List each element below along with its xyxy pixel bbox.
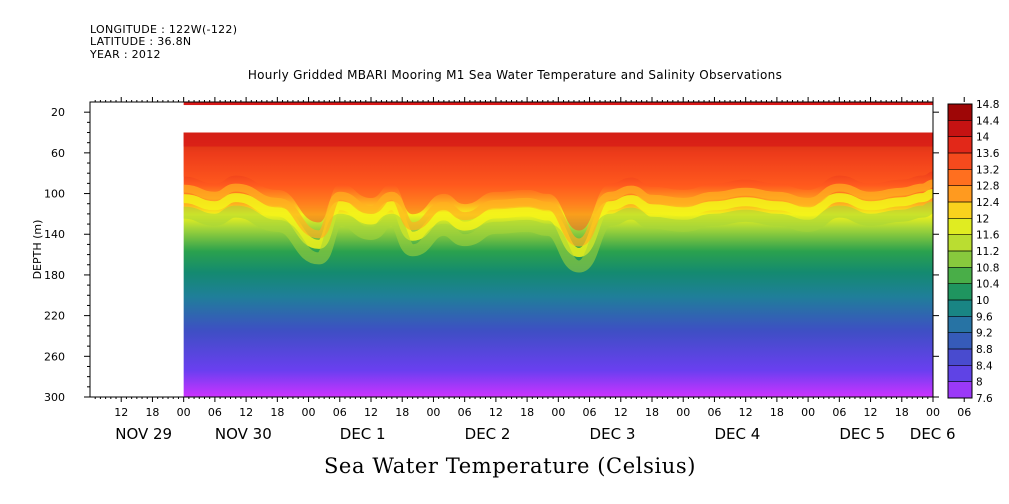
colorbar-swatch <box>948 332 972 349</box>
warm-core <box>183 132 933 147</box>
x-tick-label: 18 <box>895 406 909 419</box>
colorbar-swatch <box>948 136 972 153</box>
colorbar-label: 11.2 <box>976 246 999 258</box>
x-tick-label: 00 <box>177 406 191 419</box>
colorbar-swatch <box>948 185 972 202</box>
colorbar-label: 12.4 <box>976 197 1000 209</box>
colorbar-label: 14.4 <box>976 115 1000 127</box>
colorbar-label: 8 <box>976 377 983 389</box>
x-day-label: DEC 3 <box>590 425 636 443</box>
x-tick-label: 00 <box>926 406 940 419</box>
x-tick-label: 12 <box>739 406 753 419</box>
y-tick-label: 100 <box>44 188 65 201</box>
year-label: YEAR : 2012 <box>90 48 161 61</box>
colorbar-swatch <box>948 234 972 251</box>
x-tick-label: 00 <box>551 406 565 419</box>
colorbar-swatch <box>948 104 972 121</box>
colorbar-label: 11.6 <box>976 230 1000 242</box>
x-tick-label: 06 <box>957 406 971 419</box>
colorbar-label: 14 <box>976 132 990 144</box>
isotherm-11-line <box>183 201 933 273</box>
isotherm-13-line <box>183 179 933 247</box>
colorbar-swatch <box>948 120 972 137</box>
x-day-label: DEC 4 <box>714 425 760 443</box>
x-tick-label: 12 <box>864 406 878 419</box>
x-tick-label: 12 <box>114 406 128 419</box>
x-day-label: DEC 1 <box>340 425 386 443</box>
y-tick-label: 260 <box>44 350 65 363</box>
x-day-label: NOV 30 <box>215 425 272 443</box>
x-day-label: DEC 5 <box>839 425 885 443</box>
longitude-label: LONGITUDE : 122W(-122) <box>90 23 238 36</box>
colorbar-label: 13.6 <box>976 148 1000 160</box>
x-tick-label: 12 <box>614 406 628 419</box>
x-tick-label: 18 <box>145 406 159 419</box>
colorbar-label: 7.6 <box>976 393 993 405</box>
x-tick-label: 00 <box>302 406 316 419</box>
colorbar-swatch <box>948 251 972 268</box>
x-tick-label: 12 <box>489 406 503 419</box>
x-tick-label: 18 <box>520 406 534 419</box>
colorbar-swatch <box>948 300 972 317</box>
surface-temperature-band <box>183 102 933 106</box>
x-tick-label: 00 <box>801 406 815 419</box>
x-tick-label: 12 <box>239 406 253 419</box>
y-tick-label: 60 <box>51 147 65 160</box>
colorbar-swatch <box>948 283 972 300</box>
x-day-label: DEC 6 <box>910 425 956 443</box>
colorbar-frame <box>947 103 973 399</box>
x-day-label: DEC 2 <box>465 425 511 443</box>
x-tick-label: 00 <box>676 406 690 419</box>
colorbar-label: 12 <box>976 213 989 225</box>
colorbar-label: 10.4 <box>976 279 1000 291</box>
y-tick-label: 300 <box>44 391 65 404</box>
x-tick-label: 06 <box>208 406 222 419</box>
colorbar-label: 9.2 <box>976 328 993 340</box>
x-tick-label: 18 <box>645 406 659 419</box>
y-tick-label: 140 <box>44 228 65 241</box>
y-tick-label: 220 <box>44 310 65 323</box>
y-tick-label: 20 <box>51 106 65 119</box>
x-tick-label: 12 <box>364 406 378 419</box>
x-tick-label: 00 <box>426 406 440 419</box>
x-tick-label: 06 <box>333 406 347 419</box>
colorbar-swatch <box>948 267 972 284</box>
x-tick-label: 18 <box>395 406 409 419</box>
colorbar-label: 13.2 <box>976 164 999 176</box>
x-tick-label: 18 <box>270 406 284 419</box>
colorbar-swatch <box>948 153 972 170</box>
colorbar-swatch <box>948 316 972 333</box>
colorbar-swatch <box>948 349 972 366</box>
colorbar-swatch <box>948 365 972 382</box>
x-day-label: NOV 29 <box>115 425 172 443</box>
colorbar-label: 14.8 <box>976 99 999 111</box>
colorbar-swatch <box>948 169 972 186</box>
colorbar-swatch <box>948 381 972 398</box>
y-axis-label: DEPTH (m) <box>31 220 44 280</box>
colorbar-label: 8.4 <box>976 360 993 372</box>
colorbar-label: 12.8 <box>976 181 999 193</box>
chart-subtitle: Sea Water Temperature (Celsius) <box>323 454 697 478</box>
x-tick-label: 06 <box>707 406 721 419</box>
x-tick-label: 06 <box>832 406 846 419</box>
warm-layer <box>183 132 933 231</box>
colorbar-label: 8.8 <box>976 344 993 356</box>
x-tick-label: 18 <box>770 406 784 419</box>
colorbar-label: 10.8 <box>976 262 999 274</box>
chart-title: Hourly Gridded MBARI Mooring M1 Sea Wate… <box>247 68 783 82</box>
y-tick-label: 180 <box>44 269 65 282</box>
x-tick-label: 06 <box>458 406 472 419</box>
colorbar-label: 10 <box>976 295 989 307</box>
colorbar-swatch <box>948 202 972 219</box>
colorbar-label: 9.6 <box>976 311 993 323</box>
latitude-label: LATITUDE : 36.8N <box>90 35 192 48</box>
colorbar-swatch <box>948 218 972 235</box>
x-tick-label: 06 <box>583 406 597 419</box>
